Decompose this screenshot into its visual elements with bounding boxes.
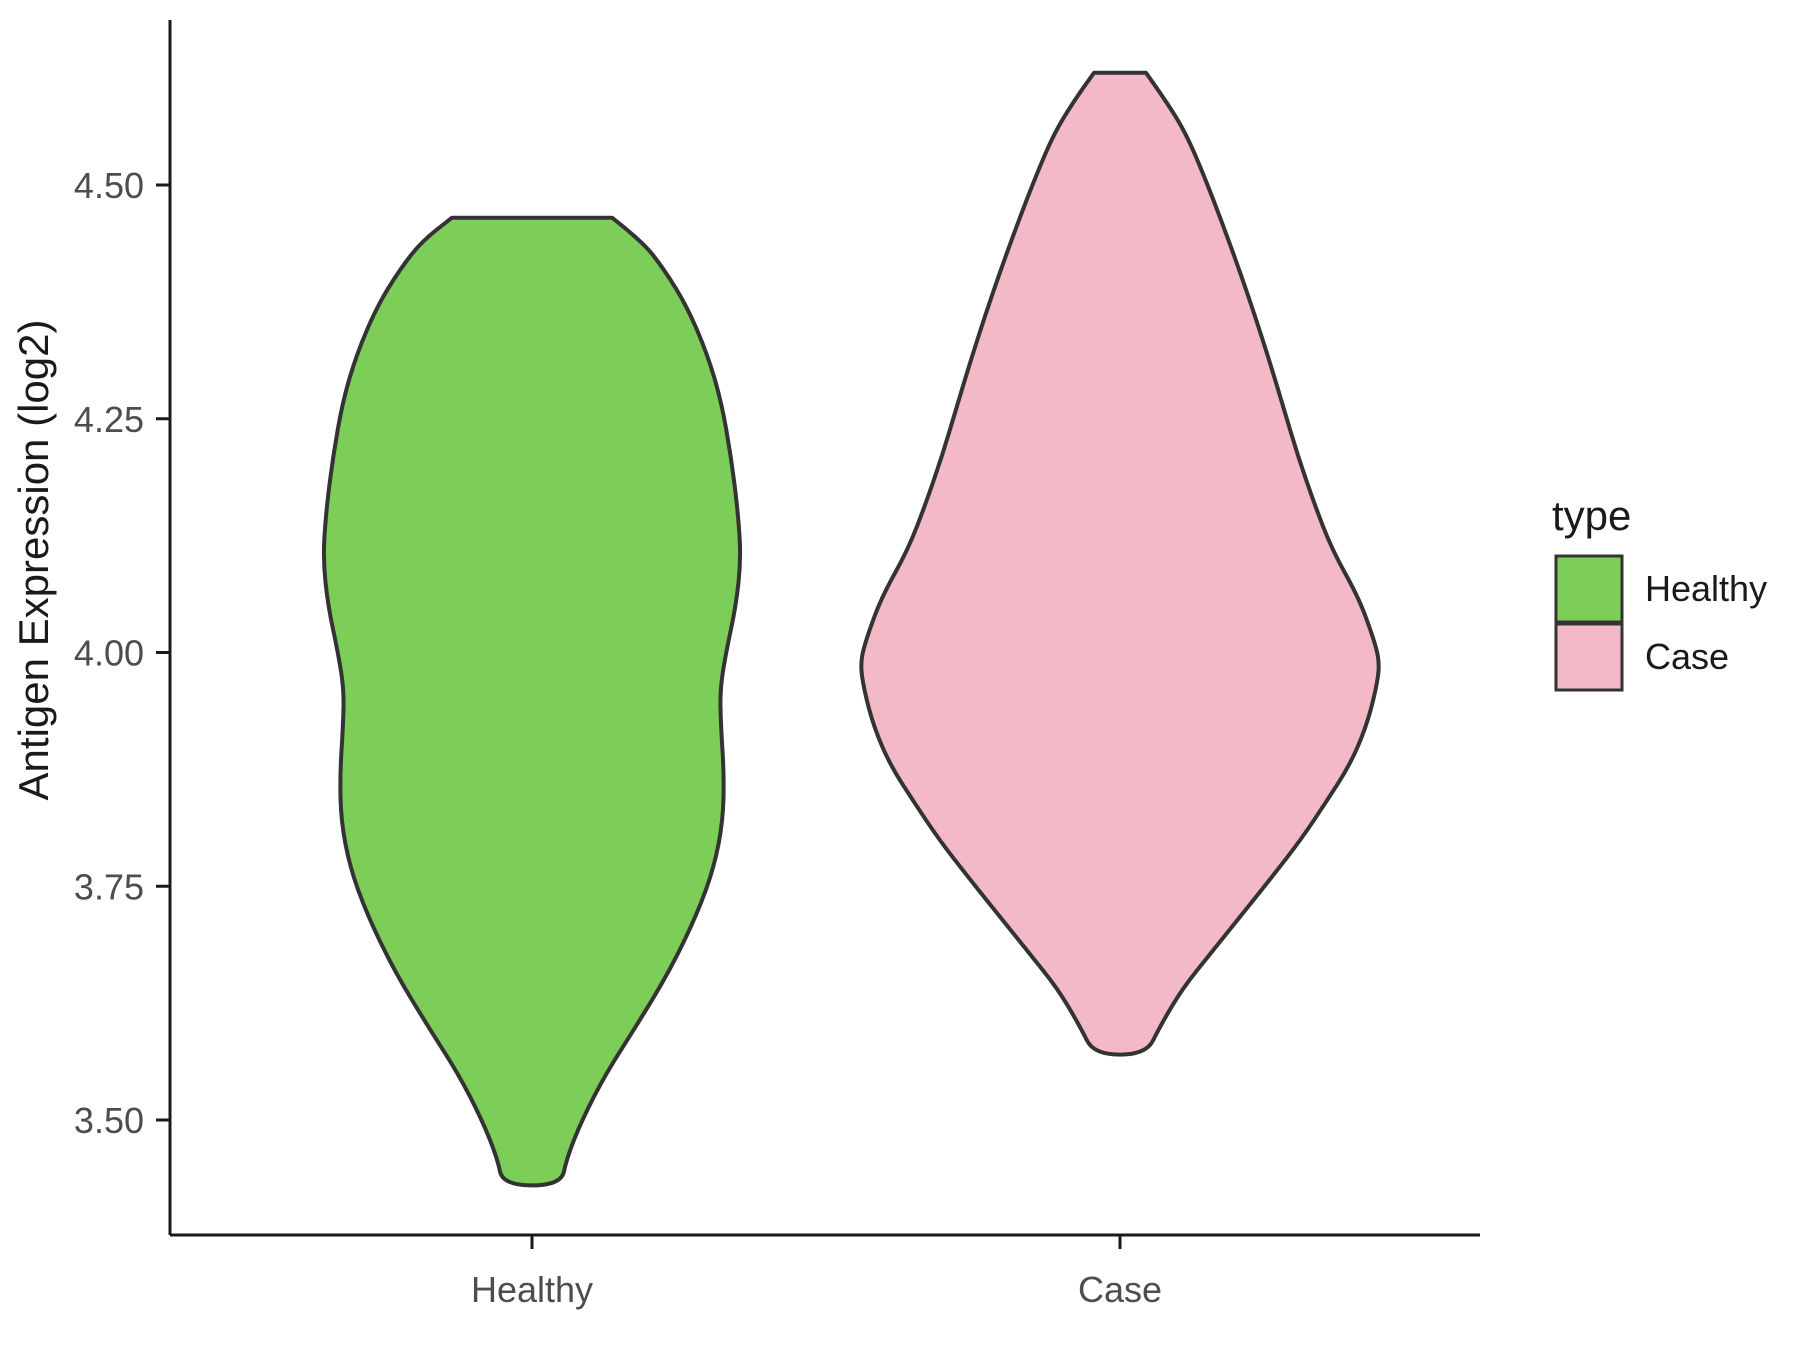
legend-key-healthy	[1554, 554, 1624, 624]
y-axis-ticks: 4.50 4.25 4.00 3.75 3.50	[74, 165, 170, 1141]
violins-layer	[321, 70, 1381, 1188]
y-tick-label: 4.25	[74, 399, 144, 440]
violin-case	[859, 70, 1381, 1057]
y-tick-label: 4.00	[74, 633, 144, 674]
legend-label-case: Case	[1645, 636, 1729, 677]
y-axis-title: Antigen Expression (log2)	[10, 320, 57, 801]
legend-title: type	[1552, 492, 1631, 539]
violin-healthy	[321, 215, 743, 1188]
x-tick-label-case: Case	[1078, 1269, 1162, 1310]
y-tick-label: 4.50	[74, 165, 144, 206]
legend-label-healthy: Healthy	[1645, 568, 1767, 609]
x-axis-ticks	[530, 1235, 1122, 1249]
x-tick-label-healthy: Healthy	[471, 1269, 593, 1310]
legend: type Healthy Case	[1552, 492, 1767, 692]
y-tick-label: 3.50	[74, 1100, 144, 1141]
legend-key-case	[1554, 622, 1624, 692]
y-tick-label: 3.75	[74, 866, 144, 907]
